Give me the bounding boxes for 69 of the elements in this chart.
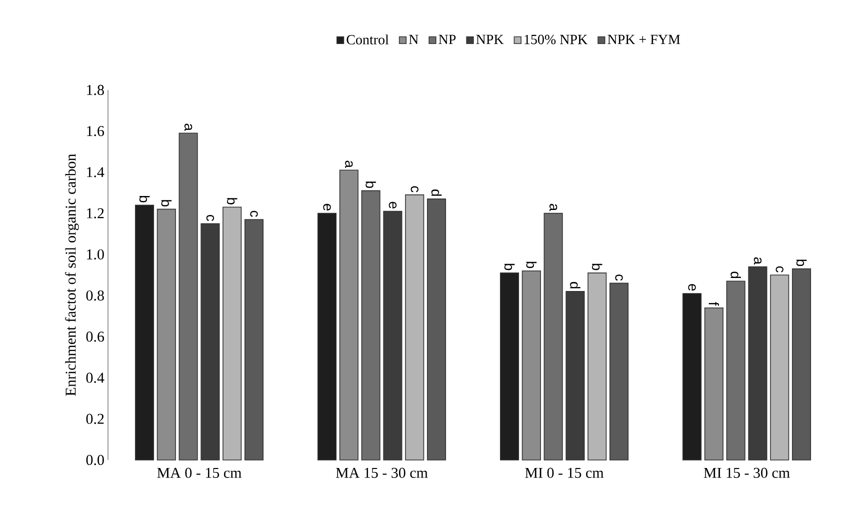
- annotation: e: [388, 202, 397, 208]
- legend-label: Control: [346, 34, 389, 44]
- bar: [500, 272, 520, 460]
- bar: [588, 272, 607, 460]
- annotation: b: [504, 264, 515, 270]
- annotation: a: [754, 257, 762, 265]
- bar: [726, 280, 746, 460]
- bar: [609, 282, 629, 460]
- bar: [566, 291, 585, 460]
- annotation: b: [796, 260, 807, 266]
- bar: [244, 219, 264, 460]
- y-tick-label: 1.8: [87, 84, 104, 96]
- legend-label: N: [408, 34, 418, 44]
- bar: [222, 206, 242, 460]
- bar: [339, 170, 358, 460]
- annotation: c: [615, 274, 623, 281]
- y-tick-label: 0.0: [86, 454, 104, 466]
- bar: [156, 208, 176, 460]
- legend-label: NPK: [476, 34, 504, 44]
- bar: [770, 274, 790, 460]
- annotation: b: [592, 264, 602, 270]
- y-tick-label: 1.6: [87, 126, 104, 136]
- annotation: e: [323, 204, 331, 211]
- y-tick-label: 1.0: [87, 249, 104, 260]
- x-tick-label: MI 15 - 30 cm: [704, 468, 790, 478]
- annotation: c: [250, 210, 258, 217]
- bar: [317, 212, 337, 460]
- bar: [134, 204, 154, 460]
- x-tick-label: MI 0 - 15 cm: [525, 468, 604, 478]
- y-tick-label: 0.8: [86, 290, 104, 301]
- bar: [178, 132, 198, 460]
- annotation: d: [570, 282, 580, 288]
- annotation: a: [184, 124, 192, 131]
- x-tick-label: MA 15 - 30 cm: [336, 468, 428, 478]
- bar: [682, 293, 702, 460]
- y-tick-label: 0.6: [86, 332, 104, 342]
- legend-label: 150% NPK: [524, 34, 588, 44]
- bar: [361, 190, 380, 460]
- x-tick-label: MA 0 - 15 cm: [157, 468, 242, 478]
- legend-label: NPK + FYM: [608, 34, 680, 44]
- annotation: e: [688, 284, 696, 291]
- y-tick-label: 1.4: [87, 167, 104, 178]
- annotation: f: [708, 302, 719, 306]
- annotation: c: [410, 186, 418, 192]
- annotation: c: [206, 214, 214, 222]
- y-tick-label: 0.2: [86, 414, 104, 424]
- annotation: b: [139, 196, 150, 202]
- bar: [544, 212, 563, 460]
- annotation: b: [526, 262, 537, 268]
- annotation: d: [431, 190, 442, 196]
- bar: [200, 223, 220, 460]
- annotation: d: [730, 272, 741, 278]
- bar: [522, 270, 541, 460]
- annotation: b: [161, 200, 172, 206]
- bar: [383, 210, 402, 460]
- bar: [704, 307, 724, 460]
- y-tick-label: 0.4: [86, 372, 104, 383]
- bar: [405, 194, 424, 460]
- bar: [748, 266, 768, 460]
- y-tick-label: 1.2: [87, 208, 104, 218]
- legend-label: NP: [438, 34, 456, 44]
- annotation: a: [345, 160, 353, 168]
- annotation: a: [549, 204, 558, 212]
- y-axis-title: Enrichment factot of soil organic carbon: [65, 154, 79, 396]
- annotation: c: [776, 266, 784, 272]
- bar: [792, 268, 812, 460]
- bar: [426, 198, 446, 460]
- annotation: b: [366, 182, 376, 188]
- annotation: b: [226, 198, 238, 204]
